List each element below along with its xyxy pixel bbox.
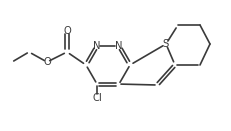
Text: O: O [63, 26, 70, 36]
Text: O: O [43, 57, 51, 67]
Text: N: N [93, 41, 100, 51]
Text: Cl: Cl [92, 93, 101, 103]
Text: S: S [162, 39, 168, 49]
Text: N: N [115, 41, 122, 51]
